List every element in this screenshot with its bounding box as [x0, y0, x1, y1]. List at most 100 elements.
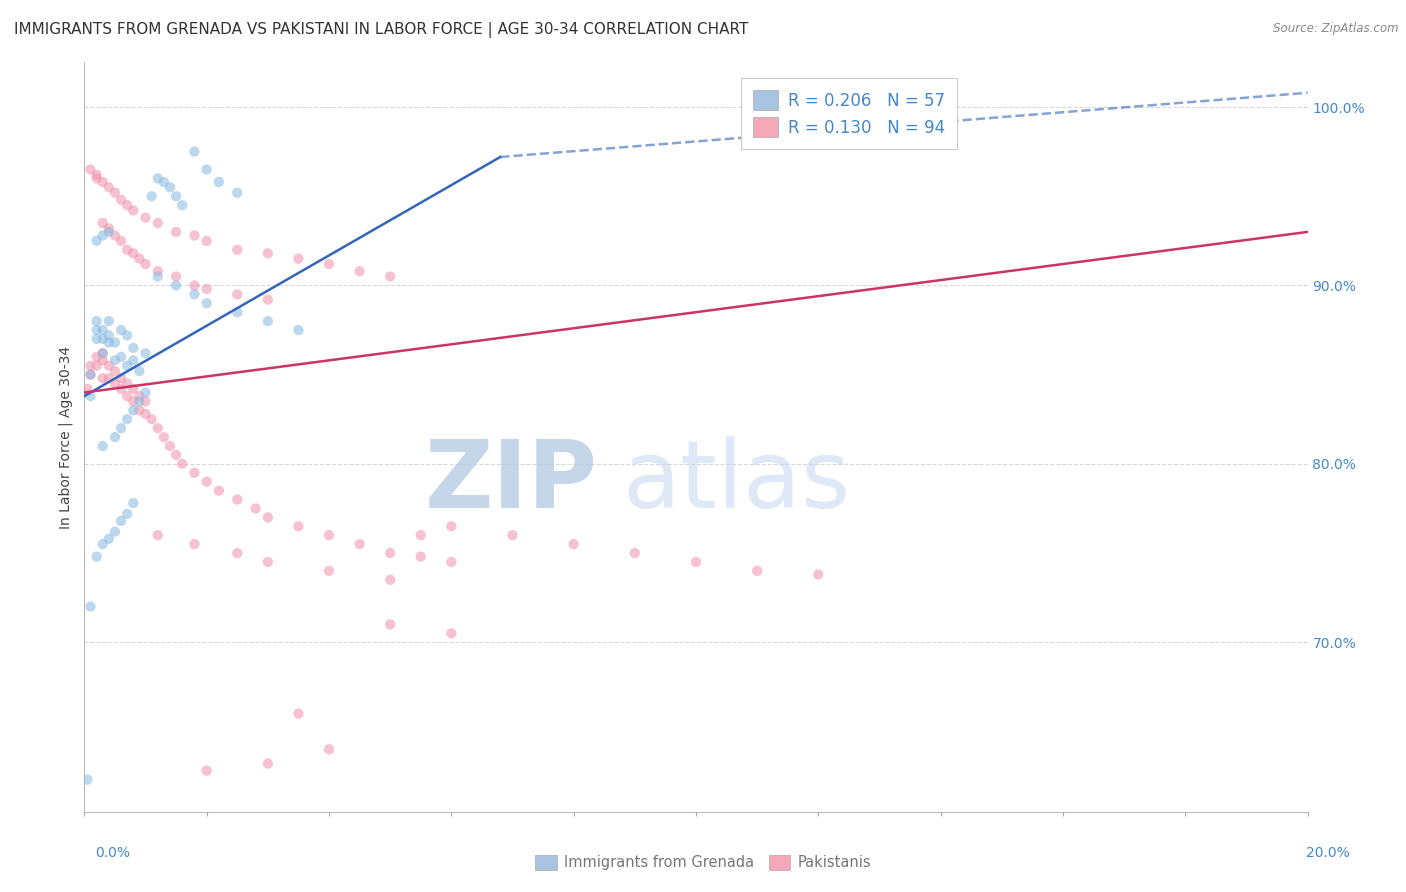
- Point: [165, 269, 187, 284]
- Point: [91, 353, 114, 368]
- Point: [104, 376, 127, 391]
- Point: [91, 323, 114, 337]
- Point: [122, 394, 145, 409]
- Point: [104, 524, 127, 539]
- Point: [183, 278, 205, 293]
- Point: [86, 359, 108, 373]
- Point: [97, 359, 120, 373]
- Point: [807, 567, 830, 582]
- Point: [79, 359, 101, 373]
- Point: [110, 350, 132, 364]
- Point: [97, 225, 120, 239]
- Point: [91, 175, 114, 189]
- Point: [257, 246, 280, 260]
- Point: [122, 403, 145, 417]
- Point: [287, 519, 309, 533]
- Point: [91, 439, 114, 453]
- Point: [349, 537, 371, 551]
- Text: 20.0%: 20.0%: [1306, 846, 1350, 860]
- Point: [624, 546, 647, 560]
- Point: [287, 323, 309, 337]
- Point: [97, 532, 120, 546]
- Legend: Immigrants from Grenada, Pakistanis: Immigrants from Grenada, Pakistanis: [529, 848, 877, 876]
- Point: [104, 186, 127, 200]
- Point: [183, 287, 205, 301]
- Point: [115, 376, 138, 391]
- Point: [104, 335, 127, 350]
- Point: [226, 186, 249, 200]
- Point: [91, 228, 114, 243]
- Point: [502, 528, 524, 542]
- Point: [287, 706, 309, 721]
- Point: [86, 323, 108, 337]
- Point: [146, 264, 169, 278]
- Point: [104, 353, 127, 368]
- Point: [153, 430, 176, 444]
- Point: [115, 412, 138, 426]
- Point: [110, 421, 132, 435]
- Point: [110, 371, 132, 385]
- Point: [79, 389, 101, 403]
- Point: [122, 246, 145, 260]
- Point: [685, 555, 707, 569]
- Point: [153, 175, 176, 189]
- Point: [115, 198, 138, 212]
- Point: [128, 364, 150, 378]
- Point: [226, 243, 249, 257]
- Point: [135, 385, 157, 400]
- Point: [135, 257, 157, 271]
- Point: [440, 555, 463, 569]
- Point: [257, 314, 280, 328]
- Point: [172, 457, 194, 471]
- Point: [146, 528, 169, 542]
- Point: [128, 252, 150, 266]
- Point: [128, 403, 150, 417]
- Point: [226, 287, 249, 301]
- Point: [86, 314, 108, 328]
- Point: [409, 549, 432, 564]
- Point: [104, 430, 127, 444]
- Point: [128, 389, 150, 403]
- Point: [110, 323, 132, 337]
- Point: [226, 305, 249, 319]
- Point: [104, 228, 127, 243]
- Point: [165, 225, 187, 239]
- Point: [318, 257, 340, 271]
- Point: [318, 564, 340, 578]
- Point: [86, 332, 108, 346]
- Point: [86, 168, 108, 182]
- Point: [115, 507, 138, 521]
- Point: [183, 537, 205, 551]
- Point: [97, 371, 120, 385]
- Point: [183, 145, 205, 159]
- Point: [115, 359, 138, 373]
- Point: [146, 269, 169, 284]
- Point: [165, 189, 187, 203]
- Point: [146, 171, 169, 186]
- Point: [86, 350, 108, 364]
- Point: [135, 211, 157, 225]
- Point: [195, 282, 218, 296]
- Point: [195, 234, 218, 248]
- Point: [135, 407, 157, 421]
- Point: [183, 466, 205, 480]
- Point: [245, 501, 267, 516]
- Point: [380, 269, 402, 284]
- Point: [79, 368, 101, 382]
- Point: [440, 626, 463, 640]
- Point: [104, 364, 127, 378]
- Point: [172, 198, 194, 212]
- Point: [110, 514, 132, 528]
- Point: [257, 510, 280, 524]
- Point: [91, 216, 114, 230]
- Point: [146, 216, 169, 230]
- Point: [318, 742, 340, 756]
- Point: [226, 492, 249, 507]
- Point: [115, 328, 138, 343]
- Point: [91, 371, 114, 385]
- Point: [257, 293, 280, 307]
- Point: [257, 756, 280, 771]
- Point: [97, 180, 120, 194]
- Point: [76, 382, 98, 396]
- Point: [79, 368, 101, 382]
